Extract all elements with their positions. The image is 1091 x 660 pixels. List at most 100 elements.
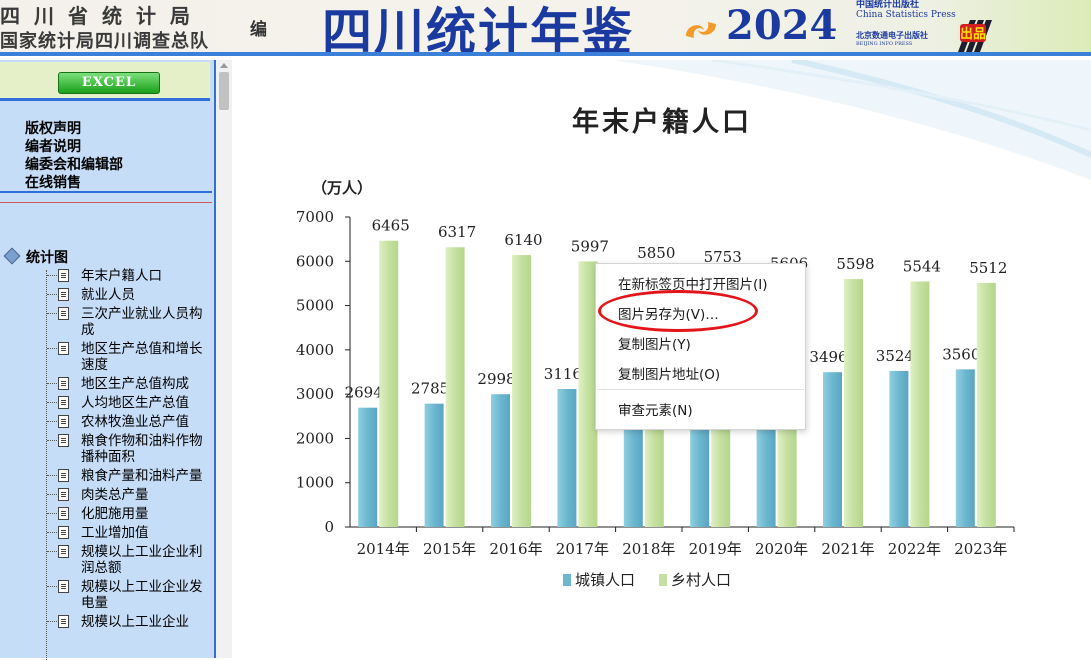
bar-rural (512, 255, 531, 528)
tree-item[interactable]: 规模以上工业企业 (44, 614, 210, 630)
menu-open-image-new-tab[interactable]: 在新标签页中打开图片(I) (618, 277, 768, 293)
y-tick-label: 2000 (296, 429, 334, 447)
bar-urban (756, 426, 776, 527)
data-label-rural: 5544 (903, 257, 941, 275)
document-icon (58, 269, 69, 282)
bar-rural (844, 279, 863, 527)
tree-item[interactable]: 年末户籍人口 (44, 268, 210, 284)
bar-urban (491, 394, 510, 527)
x-tick-label: 2015年 (423, 540, 476, 558)
bar-rural (976, 282, 996, 527)
document-icon (58, 469, 69, 482)
publisher1-en: China Statistics Press (856, 10, 956, 20)
sidebar-link-editorial-board[interactable]: 编委会和编辑部 (25, 157, 123, 173)
data-label-rural: 5997 (571, 237, 609, 255)
sidebar-scrollbar[interactable] (216, 60, 232, 658)
bar-rural (910, 281, 930, 527)
bar-urban (690, 425, 710, 527)
data-label-urban: 3524 (876, 347, 914, 365)
tree-item-label: 年末户籍人口 (81, 268, 162, 284)
document-icon (58, 307, 69, 320)
x-tick-label: 2018年 (622, 540, 675, 558)
yearbook-title: 四川统计年鉴 (322, 2, 634, 56)
tree-item[interactable]: 粮食产量和油料产量 (44, 468, 210, 484)
scroll-up-arrow-icon[interactable] (220, 63, 228, 68)
tree-root-label: 统计图 (26, 250, 68, 266)
y-tick-label: 3000 (296, 385, 334, 403)
excel-button[interactable]: EXCEL (58, 72, 160, 94)
tree-item[interactable]: 三次产业就业人员构成 (44, 306, 210, 338)
document-icon (58, 488, 69, 501)
y-tick-label: 1000 (296, 474, 334, 492)
menu-save-image-as[interactable]: 图片另存为(V)… (618, 307, 719, 323)
legend-label-urban: 城镇人口 (575, 571, 635, 589)
document-icon (58, 415, 69, 428)
tree-item-label: 地区生产总值构成 (81, 376, 189, 392)
tree-item-label: 粮食作物和油料作物播种面积 (81, 433, 203, 465)
editor-label: 编 (250, 20, 267, 40)
tree-item[interactable]: 工业增加值 (44, 525, 210, 541)
bar-urban (823, 372, 842, 527)
tree-item[interactable]: 粮食作物和油料作物播种面积 (44, 433, 210, 465)
data-label-urban: 3496 (809, 348, 847, 366)
folder-diamond-icon (3, 247, 21, 265)
data-label-rural: 5512 (969, 259, 1007, 277)
tree-root-charts[interactable]: 统计图 (3, 247, 68, 267)
sidebar-link-online-sales[interactable]: 在线销售 (25, 175, 81, 191)
decorative-swoosh (612, 60, 1091, 180)
bar-rural (578, 261, 598, 527)
data-label-urban: 2998 (477, 370, 515, 388)
bar-urban (623, 426, 643, 527)
data-label-urban: 3116 (544, 365, 582, 383)
tree-item[interactable]: 地区生产总值构成 (44, 376, 210, 392)
tree-item[interactable]: 就业人员 (44, 287, 210, 303)
menu-copy-image[interactable]: 复制图片(Y) (618, 337, 691, 353)
document-icon (58, 545, 69, 558)
header-divider (0, 52, 1091, 56)
tree-item[interactable]: 农林牧渔业总产值 (44, 414, 210, 430)
tree-item[interactable]: 人均地区生产总值 (44, 395, 210, 411)
tree-item-label: 工业增加值 (81, 525, 149, 541)
tree-item-label: 规模以上工业企业发电量 (81, 579, 203, 611)
tree-item-label: 地区生产总值和增长速度 (81, 341, 203, 373)
tree-item[interactable]: 肉类总产量 (44, 487, 210, 503)
y-tick-label: 4000 (296, 341, 334, 359)
document-icon (58, 377, 69, 390)
sidebar: EXCEL 版权声明 编者说明 编委会和编辑部 在线销售 统计图 年末户籍人口 … (0, 60, 216, 660)
x-tick-label: 2014年 (357, 540, 410, 558)
tree-item-label: 规模以上工业企业 (81, 614, 189, 630)
chart-area: 年末户籍人口 （万人） 0 1000 2000 3000 4000 5000 6000 700… (232, 60, 1091, 658)
tree-item[interactable]: 地区生产总值和增长速度 (44, 341, 210, 373)
y-tick-label: 0 (324, 518, 334, 536)
document-icon (58, 288, 69, 301)
legend-swatch-rural (659, 574, 667, 586)
tree-item-label: 规模以上工业企业利润总额 (81, 544, 203, 576)
tree-item[interactable]: 化肥施用量 (44, 506, 210, 522)
x-tick-label: 2023年 (954, 540, 1007, 558)
menu-inspect-element[interactable]: 审查元素(N) (618, 403, 693, 419)
header-banner: 四川省统计局 国家统计局四川调查总队 编 四川统计年鉴 2024 中国统计出版社… (0, 0, 1091, 56)
menu-copy-image-address[interactable]: 复制图片地址(O) (618, 367, 721, 383)
data-label-urban: 2694 (345, 384, 383, 402)
publisher1-cn: 中国统计出版社 (856, 0, 920, 10)
tree-item[interactable]: 规模以上工业企业发电量 (44, 579, 210, 611)
tree-item-label: 化肥施用量 (81, 506, 149, 522)
data-label-urban: 3560 (942, 345, 980, 363)
tree-item[interactable]: 规模以上工业企业利润总额 (44, 544, 210, 576)
sidebar-link-editor-notes[interactable]: 编者说明 (25, 139, 81, 155)
document-icon (58, 396, 69, 409)
legend-label-rural: 乡村人口 (671, 571, 731, 589)
bar-urban (424, 403, 444, 527)
document-icon (58, 507, 69, 520)
sidebar-link-copyright[interactable]: 版权声明 (25, 121, 81, 137)
data-label-rural: 5753 (704, 248, 742, 266)
bar-rural (379, 240, 399, 527)
document-icon (58, 615, 69, 628)
bar-urban (358, 407, 378, 527)
data-label-rural: 6465 (372, 217, 410, 235)
legend-swatch-urban (563, 574, 571, 586)
x-tick-label: 2021年 (821, 540, 874, 558)
scroll-thumb[interactable] (219, 72, 229, 110)
yearbook-year: 2024 (726, 2, 838, 49)
tree-item-label: 三次产业就业人员构成 (81, 306, 203, 338)
